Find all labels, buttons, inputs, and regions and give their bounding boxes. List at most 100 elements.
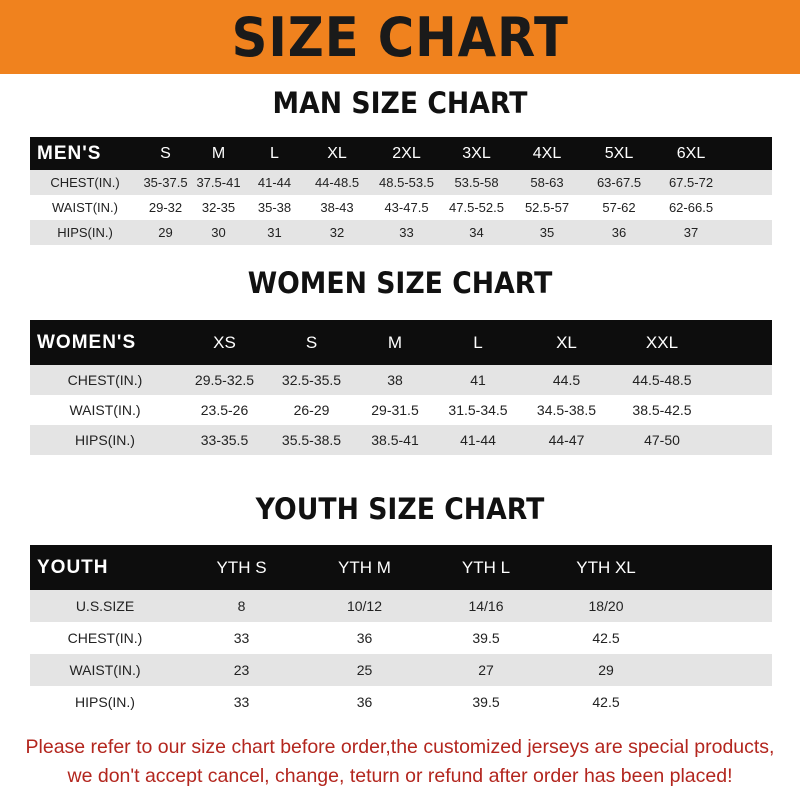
- table-cell: 27: [478, 662, 494, 678]
- table-cell: 23.5-26: [200, 402, 249, 418]
- table-cell: 32-35: [201, 200, 236, 215]
- table-cell: 58-63: [530, 175, 564, 190]
- table-cell: S: [160, 144, 171, 162]
- notice-line-1: Please refer to our size chart before or…: [25, 736, 775, 758]
- women-section-title: WOMEN SIZE CHART: [247, 266, 553, 300]
- youth-section-title: YOUTH SIZE CHART: [255, 492, 545, 526]
- row-label: CHEST(IN.): [67, 372, 143, 388]
- table-cell: 36: [356, 694, 373, 710]
- table-cell: 41-44: [460, 432, 496, 448]
- table-cell: 44-48.5: [314, 175, 360, 190]
- table-cell: 31: [267, 225, 282, 240]
- table-cell: 35-38: [257, 200, 292, 215]
- table-cell: 23: [233, 662, 250, 678]
- row-label: CHEST(IN.): [67, 630, 143, 646]
- table-cell: 36: [356, 630, 373, 646]
- table-cell: 2XL: [392, 144, 421, 162]
- women-size-table: WOMEN'S XS S M L XL XXL CHEST(IN.) 29.5-32.5 32.5…: [30, 320, 772, 455]
- table-cell: 29: [158, 225, 173, 240]
- table-cell: 38-43: [320, 200, 354, 215]
- table-cell: 38.5-41: [371, 432, 419, 448]
- table-cell: XL: [556, 332, 577, 352]
- table-cell: 33: [233, 630, 250, 646]
- table-cell: XXL: [645, 332, 679, 352]
- table-header-row: WOMEN'S XS S M L XL XXL: [30, 320, 772, 365]
- table-row: CHEST(IN.) 29.5-32.5 32.5-35.5 38 41 44.5 44.5…: [30, 365, 772, 395]
- table-cell: 62-66.5: [668, 200, 714, 215]
- order-notice: Please refer to our size chart before or…: [0, 733, 800, 791]
- table-cell: 53.5-58: [454, 175, 499, 190]
- table-cell: 39.5: [472, 694, 500, 710]
- table-row: CHEST(IN.) 35-37.5 37.5-41 41-44 44-48.5 48.5…: [30, 170, 772, 195]
- table-row: HIPS(IN.) 33-35.5 35.5-38.5 38.5-41 41-44 44-…: [30, 425, 772, 455]
- table-cell: 29.5-32.5: [194, 372, 255, 388]
- page-title: SIZE CHART: [231, 5, 569, 69]
- title-banner: SIZE CHART: [0, 0, 800, 74]
- table-cell: 8: [237, 598, 246, 614]
- table-cell: 18/20: [588, 598, 624, 614]
- row-label: WAIST(IN.): [52, 200, 118, 215]
- table-cell: 29: [598, 662, 614, 678]
- table-cell: 33: [399, 225, 414, 240]
- table-cell: 31.5-34.5: [448, 402, 508, 418]
- table-cell: 47-50: [644, 432, 680, 448]
- table-cell: 42.5: [592, 694, 620, 710]
- table-cell: 4XL: [532, 144, 562, 162]
- table-cell: 35: [539, 225, 555, 240]
- table-cell: YTH XL: [576, 557, 636, 577]
- men-section-title: MAN SIZE CHART: [272, 86, 528, 120]
- row-label: MEN'S: [37, 142, 102, 164]
- table-row: U.S.SIZE 8 10/12 14/16 18/20: [30, 590, 772, 622]
- row-label: CHEST(IN.): [50, 175, 120, 190]
- table-cell: 41-44: [257, 175, 292, 190]
- row-label: WAIST(IN.): [69, 402, 141, 418]
- table-cell: 38.5-42.5: [632, 402, 692, 418]
- table-cell: 33-35.5: [200, 432, 249, 448]
- table-cell: 42.5: [592, 630, 620, 646]
- table-cell: M: [211, 144, 226, 162]
- table-cell: 3XL: [462, 144, 491, 162]
- table-cell: 44.5-48.5: [632, 372, 692, 388]
- table-row: WAIST(IN.) 23.5-26 26-29 29-31.5 31.5-34.5 34…: [30, 395, 772, 425]
- table-cell: 29-32: [148, 200, 183, 215]
- table-cell: 29-31.5: [371, 402, 419, 418]
- table-header-row: YOUTH YTH S YTH M YTH L YTH XL: [30, 545, 772, 590]
- men-size-table: MEN'S S M L XL 2XL 3XL 4XL 5XL 6XL CHEST(IN.) 35-37…: [30, 137, 772, 245]
- row-label: U.S.SIZE: [75, 598, 135, 614]
- table-cell: L: [473, 332, 483, 352]
- row-label: WOMEN'S: [37, 331, 137, 353]
- table-cell: XL: [327, 144, 347, 162]
- row-label: YOUTH: [37, 556, 109, 578]
- table-cell: 47.5-52.5: [449, 200, 504, 215]
- table-cell: YTH L: [461, 557, 511, 577]
- table-cell: 14/16: [468, 598, 504, 614]
- table-row: CHEST(IN.) 33 36 39.5 42.5: [30, 622, 772, 654]
- table-cell: 44.5: [552, 372, 581, 388]
- table-cell: 44-47: [548, 432, 585, 448]
- table-cell: YTH S: [216, 557, 267, 577]
- table-cell: S: [305, 332, 318, 352]
- table-cell: 35-37.5: [143, 175, 188, 190]
- table-cell: 5XL: [604, 144, 634, 162]
- table-cell: 25: [356, 662, 373, 678]
- table-cell: 38: [387, 372, 403, 388]
- table-cell: 36: [611, 225, 627, 240]
- table-cell: XS: [213, 332, 236, 352]
- table-cell: 41: [470, 372, 486, 388]
- table-cell: 35.5-38.5: [281, 432, 342, 448]
- row-label: HIPS(IN.): [57, 225, 113, 240]
- table-row: HIPS(IN.) 29 30 31 32 33 34 35 36 37: [30, 220, 772, 245]
- table-cell: 26-29: [293, 402, 330, 418]
- table-row: WAIST(IN.) 29-32 32-35 35-38 38-43 43-47.5 47.…: [30, 195, 772, 220]
- table-cell: 67.5-72: [668, 175, 714, 190]
- table-cell: 37.5-41: [196, 175, 241, 190]
- table-cell: 43-47.5: [384, 200, 429, 215]
- table-cell: 63-67.5: [596, 175, 642, 190]
- row-label: HIPS(IN.): [75, 694, 135, 710]
- table-cell: 48.5-53.5: [379, 175, 434, 190]
- table-cell: 33: [233, 694, 250, 710]
- notice-line-2: we don't accept cancel, change, teturn o…: [67, 765, 733, 787]
- table-cell: 34.5-38.5: [536, 402, 597, 418]
- table-cell: 32: [329, 225, 345, 240]
- table-cell: 30: [211, 225, 226, 240]
